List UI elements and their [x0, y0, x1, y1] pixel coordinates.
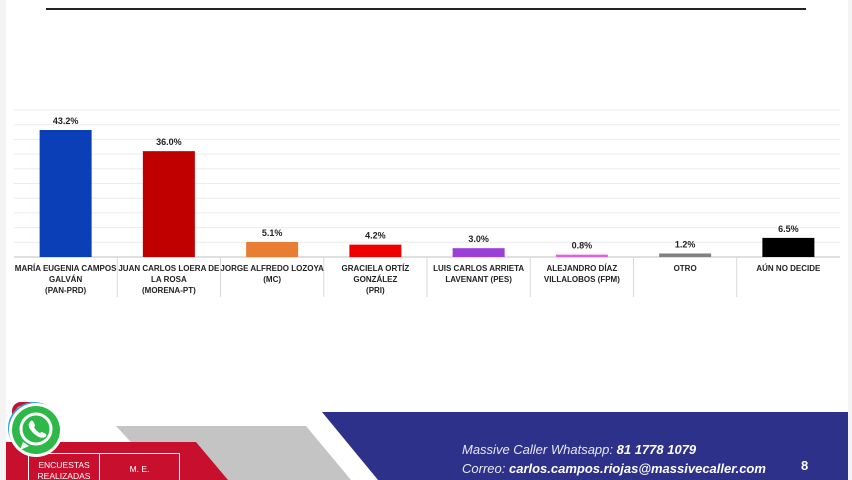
- category-label-line: GRACIELA ORTÍZ: [341, 264, 410, 273]
- category-label-line: LA ROSA: [151, 275, 187, 284]
- category-label-line: ALEJANDRO DÍAZ: [546, 264, 618, 273]
- contact-email-address[interactable]: carlos.campos.riojas@massivecaller.com: [508, 461, 766, 476]
- bar-value-label: 6.5%: [778, 224, 799, 234]
- category-label: JUAN CARLOS LOERA DE LA ROSA (MORENA-PT): [117, 263, 221, 296]
- footer-red-band: [6, 442, 228, 480]
- contact-email-label: Correo:: [462, 461, 506, 476]
- bar-value-label: 1.2%: [675, 239, 696, 249]
- bar: [555, 254, 608, 257]
- category-label: ALEJANDRO DÍAZ VILLALOBOS (FPM): [530, 263, 634, 285]
- bar-value-label: 5.1%: [262, 228, 283, 238]
- bar: [246, 242, 299, 257]
- category-label: LUIS CARLOS ARRIETA LAVENANT (PES): [427, 263, 531, 285]
- encuestas-box: ENCUESTAS REALIZADAS M. E.: [28, 453, 180, 480]
- bar: [762, 237, 815, 257]
- category-label: AÚN NO DECIDE: [736, 263, 840, 274]
- category-label: MARÍA EUGENIA CAMPOS GALVÁN (PAN-PRD): [14, 263, 118, 296]
- bar-value-label: 4.2%: [365, 231, 386, 241]
- category-label-line: (MORENA-PT): [141, 286, 196, 295]
- bar-value-label: 3.0%: [468, 234, 489, 244]
- category-label-line: (PAN-PRD): [45, 286, 87, 295]
- contact-email: Correo: carlos.campos.riojas@massivecall…: [462, 461, 766, 476]
- category-label-line: JORGE ALFREDO LOZOYA: [220, 264, 324, 273]
- contact-whatsapp: Massive Caller Whatsapp: 81 1778 1079: [462, 442, 696, 457]
- category-label-line: OTRO: [673, 264, 697, 273]
- category-label-line: AÚN NO DECIDE: [756, 264, 821, 273]
- bar-chart: 43.2% 36.0% 5.1% 4.2% 3.0% 0.8% 1.2% 6.5%: [14, 109, 840, 297]
- bar-value-label: 36.0%: [156, 137, 182, 147]
- category-label-line: VILLALOBOS (FPM): [543, 275, 620, 284]
- footer-shapes: [6, 412, 848, 480]
- category-label-line: MARÍA EUGENIA CAMPOS: [14, 264, 117, 273]
- category-label-line: GONZÁLEZ: [353, 275, 398, 284]
- bar-value-label: 0.8%: [572, 241, 593, 251]
- category-label-line: (MC): [263, 275, 282, 284]
- category-label: JORGE ALFREDO LOZOYA (MC): [220, 263, 324, 285]
- bar: [452, 248, 505, 257]
- bar: [349, 244, 402, 257]
- encuestas-value: M. E.: [129, 464, 150, 474]
- bar-value-label: 43.2%: [53, 116, 79, 126]
- top-rule: [46, 8, 806, 10]
- category-label-line: (PRI): [366, 286, 385, 295]
- category-label: GRACIELA ORTÍZ GONZÁLEZ (PRI): [323, 263, 427, 296]
- encuestas-label: ENCUESTAS REALIZADAS: [29, 454, 100, 480]
- category-label-line: LUIS CARLOS ARRIETA: [433, 264, 525, 273]
- category-label: OTRO: [633, 263, 737, 274]
- category-label-line: LAVENANT (PES): [445, 275, 512, 284]
- bar: [142, 151, 195, 257]
- contact-whatsapp-label: Massive Caller Whatsapp:: [462, 442, 613, 457]
- contact-whatsapp-number[interactable]: 81 1778 1079: [616, 442, 697, 457]
- category-label-line: JUAN CARLOS LOERA DE: [118, 264, 220, 273]
- slide: 43.2% 36.0% 5.1% 4.2% 3.0% 0.8% 1.2% 6.5% MARÍA…: [6, 0, 848, 480]
- page-number: 8: [801, 458, 809, 473]
- footer: ENCUESTAS REALIZADAS M. E. Massive Calle…: [6, 400, 848, 480]
- bar: [39, 129, 92, 257]
- category-label-line: GALVÁN: [49, 275, 83, 284]
- bar: [659, 253, 712, 257]
- footer-navy-band: [322, 412, 848, 480]
- whatsapp-icon[interactable]: [6, 400, 66, 462]
